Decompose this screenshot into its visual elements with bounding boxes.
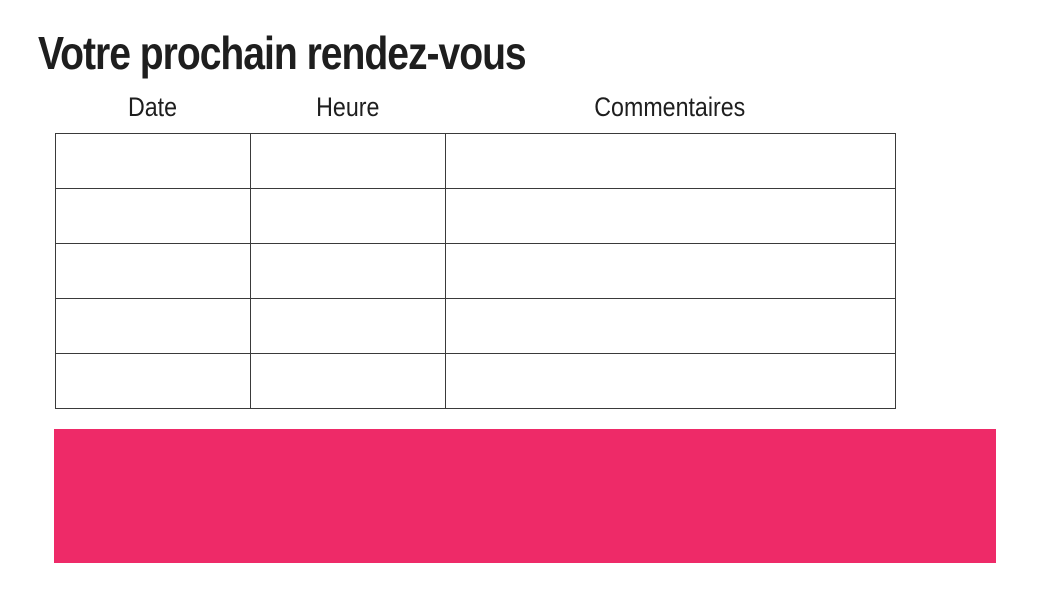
column-header-date: Date [127, 92, 178, 122]
table-cell [55, 353, 251, 409]
appointments-table-body [55, 133, 896, 409]
column-header-commentaires: Commentaires [594, 92, 746, 122]
pink-banner [54, 429, 996, 563]
appointments-table [55, 133, 896, 409]
table-cell [250, 353, 446, 409]
table-cell [250, 133, 446, 189]
table-cell [55, 243, 251, 299]
table-cell [445, 353, 896, 409]
table-cell [55, 133, 251, 189]
table-header-row: Date Heure Commentaires [55, 92, 895, 123]
table-cell [250, 188, 446, 244]
table-row [55, 298, 896, 354]
table-cell [55, 188, 251, 244]
table-row [55, 188, 896, 244]
table-cell [55, 298, 251, 354]
table-row [55, 353, 896, 409]
table-cell [250, 243, 446, 299]
table-cell [250, 298, 446, 354]
table-row [55, 243, 896, 299]
table-row [55, 133, 896, 189]
table-cell [445, 298, 896, 354]
table-cell [445, 243, 896, 299]
table-cell [445, 133, 896, 189]
column-header-heure: Heure [315, 92, 380, 122]
page-title: Votre prochain rendez-vous [38, 27, 527, 79]
table-cell [445, 188, 896, 244]
